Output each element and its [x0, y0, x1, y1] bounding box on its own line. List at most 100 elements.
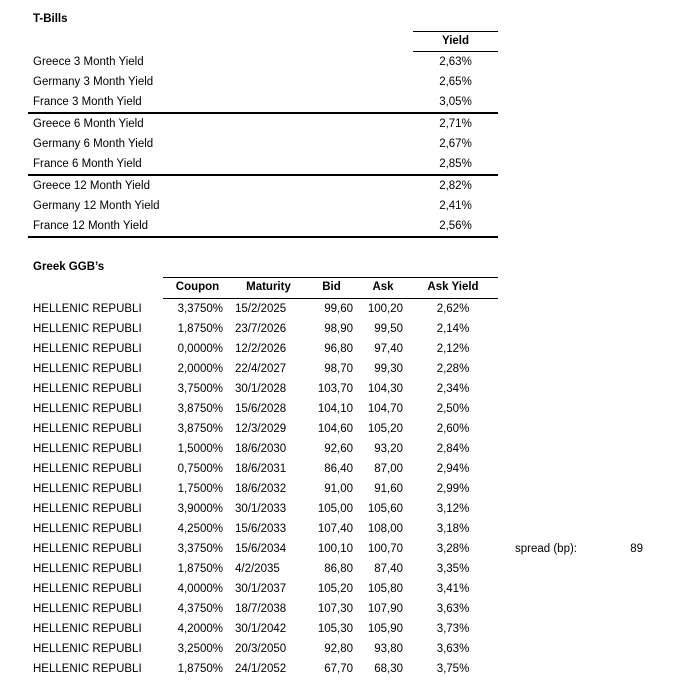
bond-name-cell: HELLENIC REPUBLI — [33, 383, 142, 395]
coupon-cell: 4,2500% — [177, 523, 223, 535]
ask-yield-cell: 2,99% — [436, 483, 470, 495]
maturity-cell: 30/1/2037 — [235, 583, 287, 595]
ask-yield-cell: 3,73% — [436, 623, 470, 635]
ask-yield-cell: 3,18% — [436, 523, 470, 535]
coupon-cell: 3,3750% — [177, 543, 223, 555]
ask-yield-cell: 2,62% — [436, 303, 470, 315]
ggb-column-header-bid: Bid — [322, 281, 341, 293]
ask-cell: 93,80 — [374, 643, 403, 655]
ggb-row: HELLENIC REPUBLI 0,7500% 18/6/2031 86,40 87,… — [28, 459, 498, 479]
coupon-cell: 1,8750% — [177, 323, 223, 335]
coupon-cell: 2,0000% — [177, 363, 223, 375]
bid-cell: 92,60 — [324, 443, 353, 455]
bid-cell: 104,10 — [317, 403, 353, 415]
ggb-row: HELLENIC REPUBLI 4,0000% 30/1/2037 105,20 10… — [28, 579, 498, 599]
ask-cell: 107,90 — [367, 603, 403, 615]
ask-cell: 104,30 — [367, 383, 403, 395]
coupon-cell: 1,5000% — [177, 443, 223, 455]
tbill-yield-value: 2,67% — [439, 138, 472, 150]
coupon-cell: 3,3750% — [177, 303, 223, 315]
tbill-label: France 3 Month Yield — [33, 96, 142, 108]
maturity-cell: 15/6/2028 — [235, 403, 287, 415]
tbill-row: Greece 3 Month Yield 2,63% — [28, 52, 498, 72]
bond-name-cell: HELLENIC REPUBLI — [33, 463, 142, 475]
bond-name-cell: HELLENIC REPUBLI — [33, 343, 142, 355]
ggb-row: HELLENIC REPUBLI 1,8750% 23/7/2026 98,90 99,… — [28, 319, 498, 339]
ggb-column-header-ask-yield: Ask Yield — [427, 281, 479, 293]
tbill-row: France 6 Month Yield 2,85% — [28, 154, 498, 174]
tbill-label: France 6 Month Yield — [33, 158, 142, 170]
bid-cell: 98,90 — [324, 323, 353, 335]
tbill-label: Greece 3 Month Yield — [33, 56, 144, 68]
ggb-row: HELLENIC REPUBLI 2,0000% 22/4/2027 98,70 99,… — [28, 359, 498, 379]
bond-name-cell: HELLENIC REPUBLI — [33, 543, 142, 555]
ggb-row: HELLENIC REPUBLI 0,0000% 12/2/2026 96,80 97,… — [28, 339, 498, 359]
ask-yield-cell: 3,63% — [436, 643, 470, 655]
ask-yield-cell: 2,12% — [436, 343, 470, 355]
tbill-row: France 12 Month Yield 2,56% — [28, 216, 498, 236]
ask-yield-cell: 2,28% — [436, 363, 470, 375]
bond-name-cell: HELLENIC REPUBLI — [33, 303, 142, 315]
maturity-cell: 18/7/2038 — [235, 603, 287, 615]
ggb-row: HELLENIC REPUBLI 3,3750% 15/2/2025 99,60 100… — [28, 299, 498, 319]
ggb-row: HELLENIC REPUBLI 3,2500% 20/3/2050 92,80 93,… — [28, 639, 498, 659]
spread-annotation: spread (bp): 89 — [515, 539, 643, 559]
coupon-cell: 3,7500% — [177, 383, 223, 395]
yield-column-header: Yield — [413, 31, 498, 52]
coupon-cell: 4,2000% — [177, 623, 223, 635]
coupon-cell: 3,9000% — [177, 503, 223, 515]
maturity-cell: 15/6/2033 — [235, 523, 287, 535]
ask-cell: 91,60 — [374, 483, 403, 495]
tbill-row: France 3 Month Yield 3,05% — [28, 92, 498, 112]
ask-cell: 100,20 — [367, 303, 403, 315]
tbill-row: Germany 12 Month Yield 2,41% — [28, 196, 498, 216]
ask-cell: 93,20 — [374, 443, 403, 455]
ask-yield-cell: 2,34% — [436, 383, 470, 395]
bid-cell: 67,70 — [324, 663, 353, 675]
ggb-row: HELLENIC REPUBLI 3,9000% 30/1/2033 105,00 10… — [28, 499, 498, 519]
bid-cell: 104,60 — [317, 423, 353, 435]
bond-name-cell: HELLENIC REPUBLI — [33, 423, 142, 435]
ask-yield-cell: 3,63% — [436, 603, 470, 615]
tbill-label: Greece 6 Month Yield — [33, 118, 144, 130]
tbills-body: Greece 3 Month Yield 2,63% Germany 3 Month… — [28, 52, 498, 238]
maturity-cell: 22/4/2027 — [235, 363, 287, 375]
bid-cell: 107,30 — [317, 603, 353, 615]
ask-cell: 99,50 — [374, 323, 403, 335]
bid-cell: 105,20 — [317, 583, 353, 595]
tbills-section-title: T-Bills — [33, 13, 68, 25]
ggb-header-row: Coupon Maturity Bid Ask Ask Yield — [163, 277, 498, 299]
tbill-label: Germany 6 Month Yield — [33, 138, 154, 150]
maturity-cell: 12/3/2029 — [235, 423, 287, 435]
ask-yield-cell: 2,60% — [436, 423, 470, 435]
tbill-group: Greece 12 Month Yield 2,82% Germany 12 Mon… — [28, 176, 498, 238]
ask-yield-cell: 3,28% — [436, 543, 470, 555]
maturity-cell: 30/1/2042 — [235, 623, 287, 635]
ask-cell: 68,30 — [374, 663, 403, 675]
bid-cell: 100,10 — [317, 543, 353, 555]
bond-name-cell: HELLENIC REPUBLI — [33, 583, 142, 595]
coupon-cell: 0,7500% — [177, 463, 223, 475]
ask-yield-cell: 3,12% — [436, 503, 470, 515]
tbill-yield-value: 2,82% — [439, 180, 472, 192]
maturity-cell: 30/1/2033 — [235, 503, 287, 515]
ggb-body: HELLENIC REPUBLI 3,3750% 15/2/2025 99,60 100… — [28, 299, 498, 679]
bond-name-cell: HELLENIC REPUBLI — [33, 623, 142, 635]
ask-yield-cell: 3,35% — [436, 563, 470, 575]
bond-name-cell: HELLENIC REPUBLI — [33, 603, 142, 615]
ggb-row: HELLENIC REPUBLI 4,2000% 30/1/2042 105,30 10… — [28, 619, 498, 639]
tbill-label: Germany 3 Month Yield — [33, 76, 154, 88]
tbill-row: Germany 3 Month Yield 2,65% — [28, 72, 498, 92]
ask-cell: 108,00 — [367, 523, 403, 535]
bond-name-cell: HELLENIC REPUBLI — [33, 363, 142, 375]
tbill-group: Greece 3 Month Yield 2,63% Germany 3 Month… — [28, 52, 498, 114]
bid-cell: 105,30 — [317, 623, 353, 635]
ask-yield-cell: 3,75% — [436, 663, 470, 675]
bond-name-cell: HELLENIC REPUBLI — [33, 523, 142, 535]
bond-name-cell: HELLENIC REPUBLI — [33, 483, 142, 495]
ask-cell: 99,30 — [374, 363, 403, 375]
ask-yield-cell: 2,94% — [436, 463, 470, 475]
maturity-cell: 24/1/2052 — [235, 663, 287, 675]
ggb-section-title: Greek GGB’s — [33, 261, 105, 273]
ask-cell: 105,80 — [367, 583, 403, 595]
